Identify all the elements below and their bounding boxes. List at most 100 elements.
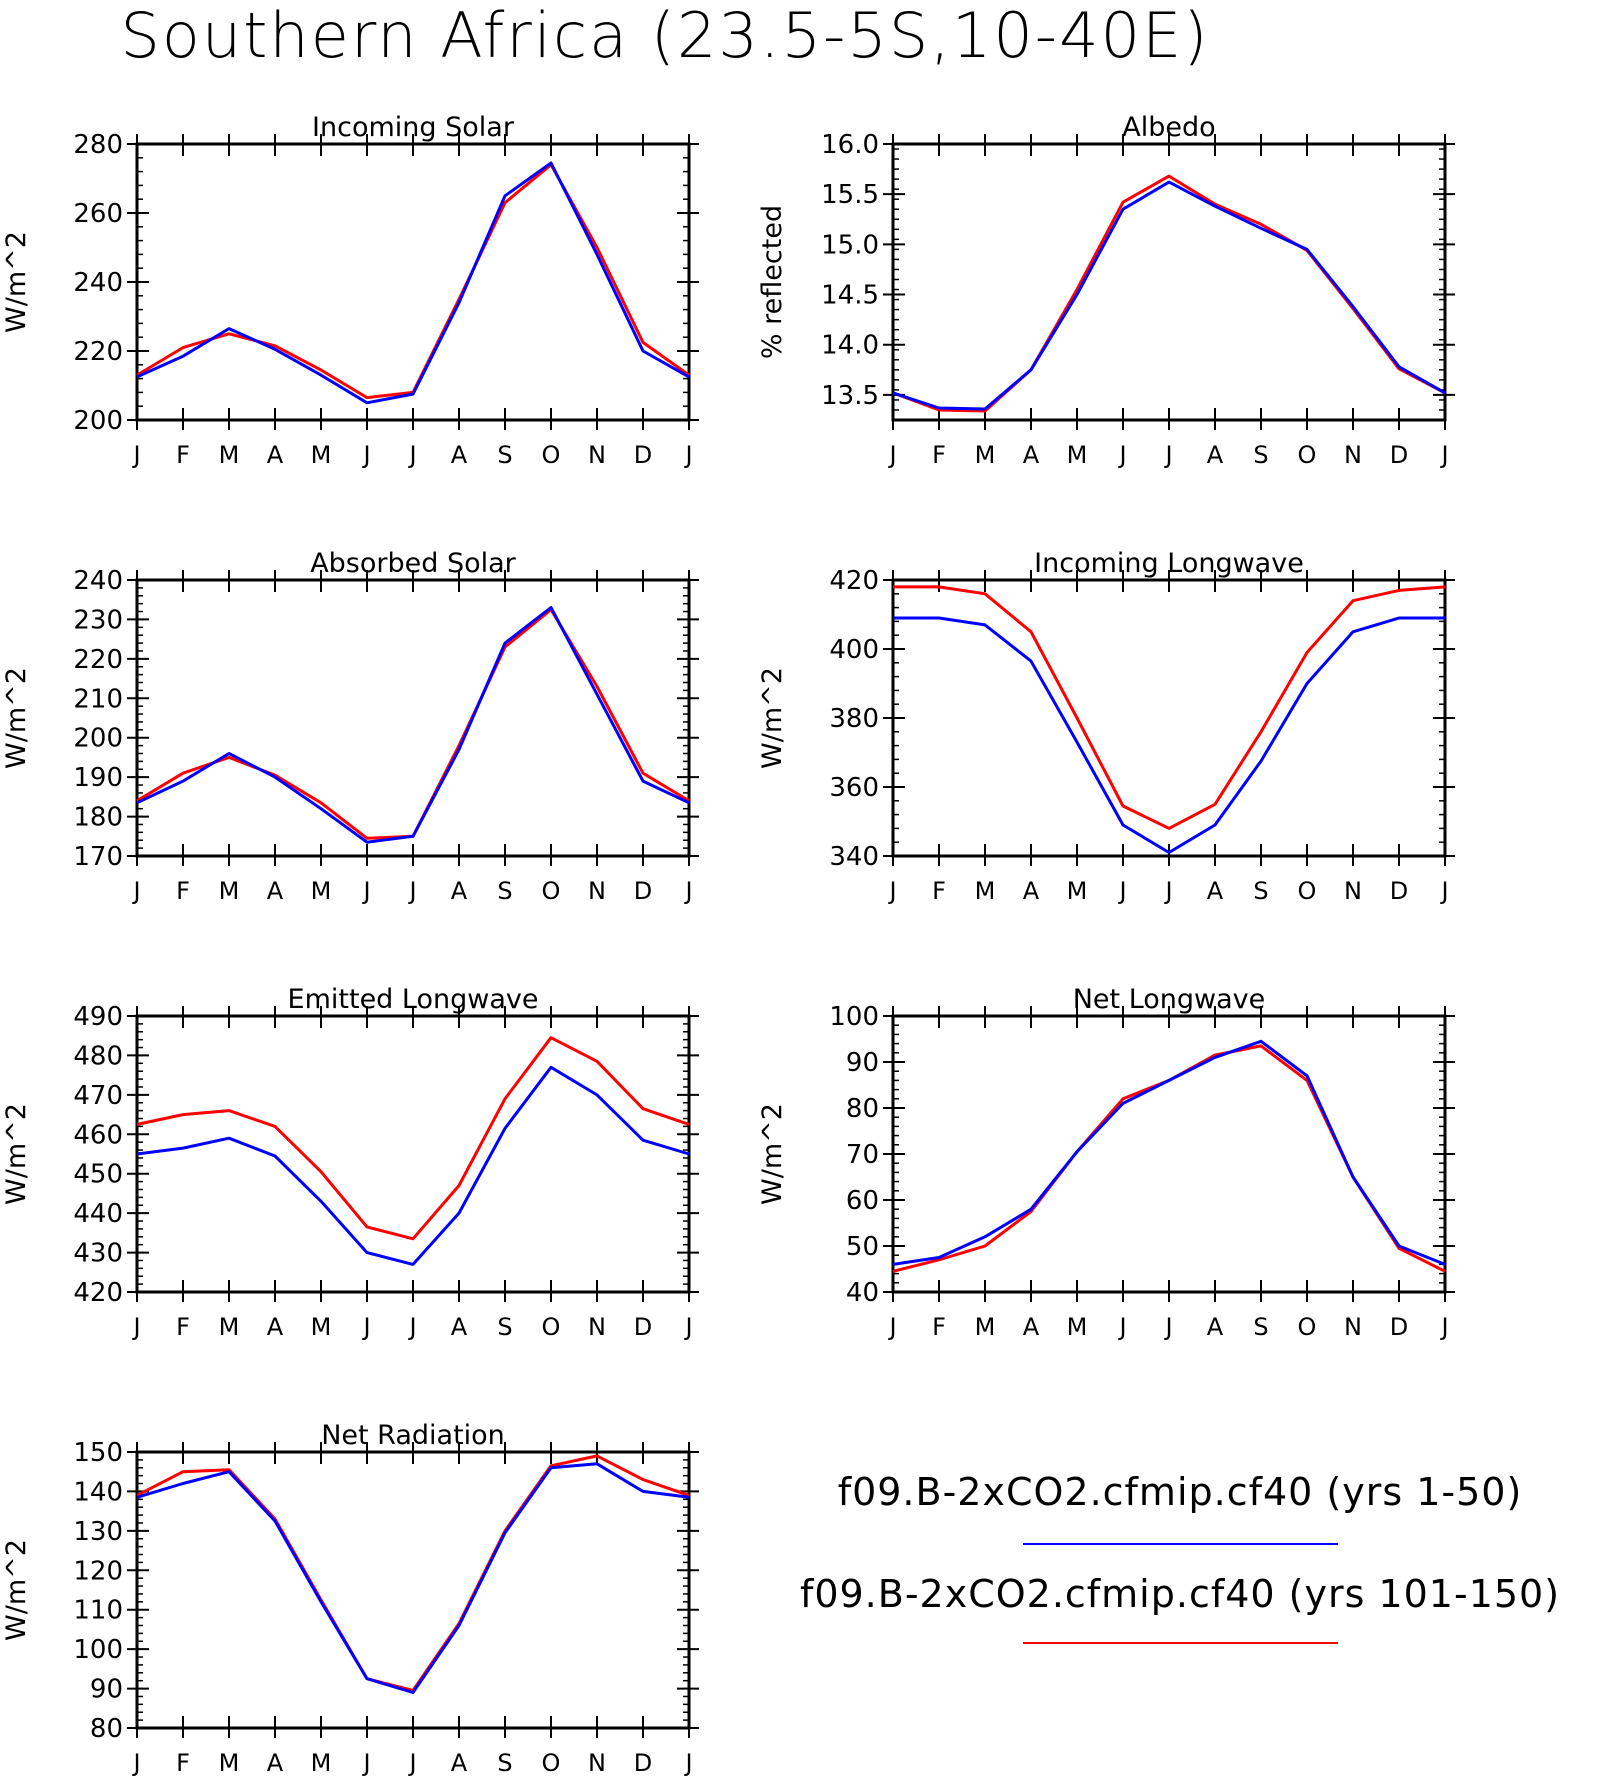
y-axis-label: % reflected xyxy=(757,205,788,359)
series-line-blue xyxy=(136,1065,690,1266)
x-tick-label: D xyxy=(1390,877,1408,905)
y-axis-label: W/m^2 xyxy=(1,1539,32,1641)
y-tick-label: 90 xyxy=(846,1048,879,1078)
series-line-blue xyxy=(136,606,690,844)
x-tick-label: J xyxy=(361,1749,370,1777)
x-tick-label: A xyxy=(267,1749,284,1777)
plot-frame xyxy=(135,1014,691,1294)
x-tick-label: N xyxy=(588,1749,606,1777)
x-tick-label: D xyxy=(634,441,652,469)
x-tick-label: S xyxy=(1253,441,1268,469)
x-tick-label: A xyxy=(1023,1313,1040,1341)
x-tick-label: S xyxy=(1253,1313,1268,1341)
y-axis-label: W/m^2 xyxy=(1,1103,32,1205)
x-tick-label: M xyxy=(975,1313,996,1341)
x-tick-label: A xyxy=(267,441,284,469)
y-tick-label: 210 xyxy=(73,684,123,714)
y-axis-label: W/m^2 xyxy=(1,667,32,769)
y-tick-label: 220 xyxy=(73,645,123,675)
figure-title: Southern Africa (23.5-5S,10-40E) xyxy=(120,0,1210,72)
x-tick-label: J xyxy=(361,441,370,469)
x-tick-label: O xyxy=(542,441,561,469)
x-tick-label: A xyxy=(1207,441,1224,469)
y-tick-label: 15.5 xyxy=(821,180,879,210)
y-tick-label: 430 xyxy=(73,1239,123,1269)
series-line-blue xyxy=(136,1462,690,1694)
x-tick-label: M xyxy=(1067,441,1088,469)
x-tick-label: M xyxy=(975,877,996,905)
x-tick-label: J xyxy=(1117,1313,1126,1341)
x-tick-label: O xyxy=(542,877,561,905)
plot-frame xyxy=(135,142,691,422)
x-tick-label: J xyxy=(1439,877,1448,905)
x-tick-label: M xyxy=(975,441,996,469)
x-tick-label: S xyxy=(497,1749,512,1777)
y-tick-label: 360 xyxy=(829,773,879,803)
x-tick-label: A xyxy=(451,1749,468,1777)
x-tick-label: N xyxy=(1344,441,1362,469)
y-tick-label: 80 xyxy=(90,1714,123,1744)
y-tick-label: 240 xyxy=(73,268,123,298)
y-tick-label: 200 xyxy=(73,406,123,436)
x-tick-label: D xyxy=(634,1313,652,1341)
x-tick-label: J xyxy=(131,441,140,469)
y-tick-label: 15.0 xyxy=(821,230,879,260)
plot-frame xyxy=(891,578,1447,858)
panel-title: Emitted Longwave xyxy=(288,984,539,1015)
x-tick-label: M xyxy=(219,1749,240,1777)
panel-title: Net Radiation xyxy=(321,1420,505,1451)
y-tick-label: 180 xyxy=(73,803,123,833)
x-tick-label: J xyxy=(1163,1313,1172,1341)
x-tick-label: A xyxy=(267,877,284,905)
x-tick-label: J xyxy=(887,1313,896,1341)
y-tick-label: 130 xyxy=(73,1517,123,1547)
series-line-blue xyxy=(892,1039,1446,1266)
series-line-red xyxy=(892,174,1446,413)
y-tick-label: 120 xyxy=(73,1556,123,1586)
y-tick-label: 16.0 xyxy=(821,130,879,160)
y-tick-label: 420 xyxy=(829,566,879,596)
series-line-red xyxy=(136,608,690,840)
x-tick-label: J xyxy=(683,877,692,905)
x-tick-label: J xyxy=(407,1313,416,1341)
y-tick-label: 220 xyxy=(73,337,123,367)
legend-line-series-1 xyxy=(1023,1543,1338,1545)
y-tick-label: 450 xyxy=(73,1160,123,1190)
x-tick-label: M xyxy=(219,441,240,469)
y-tick-label: 110 xyxy=(73,1596,123,1626)
x-tick-label: A xyxy=(451,441,468,469)
x-tick-label: O xyxy=(1298,877,1317,905)
y-tick-label: 490 xyxy=(73,1002,123,1032)
plot-frame xyxy=(135,578,691,858)
y-axis-label: W/m^2 xyxy=(1,231,32,333)
y-tick-label: 70 xyxy=(846,1140,879,1170)
x-tick-label: J xyxy=(1439,441,1448,469)
x-tick-label: A xyxy=(267,1313,284,1341)
y-tick-label: 90 xyxy=(90,1675,123,1705)
series-line-red xyxy=(136,163,690,400)
y-tick-label: 13.5 xyxy=(821,381,879,411)
y-tick-label: 14.0 xyxy=(821,331,879,361)
y-tick-label: 240 xyxy=(73,566,123,596)
x-tick-label: N xyxy=(588,877,606,905)
x-tick-label: J xyxy=(1163,877,1172,905)
y-tick-label: 420 xyxy=(73,1278,123,1308)
x-tick-label: J xyxy=(407,877,416,905)
x-tick-label: F xyxy=(176,1749,190,1777)
x-tick-label: J xyxy=(683,1313,692,1341)
x-tick-label: J xyxy=(1439,1313,1448,1341)
panel-title: Albedo xyxy=(1122,112,1215,143)
x-tick-label: F xyxy=(932,877,946,905)
series-line-blue xyxy=(892,180,1446,411)
y-tick-label: 440 xyxy=(73,1199,123,1229)
y-tick-label: 200 xyxy=(73,724,123,754)
y-tick-label: 100 xyxy=(73,1635,123,1665)
x-tick-label: O xyxy=(1298,1313,1317,1341)
panel-title: Absorbed Solar xyxy=(310,548,516,579)
x-tick-label: J xyxy=(361,877,370,905)
y-axis-label: W/m^2 xyxy=(757,1103,788,1205)
legend-line-series-2 xyxy=(1023,1642,1338,1644)
